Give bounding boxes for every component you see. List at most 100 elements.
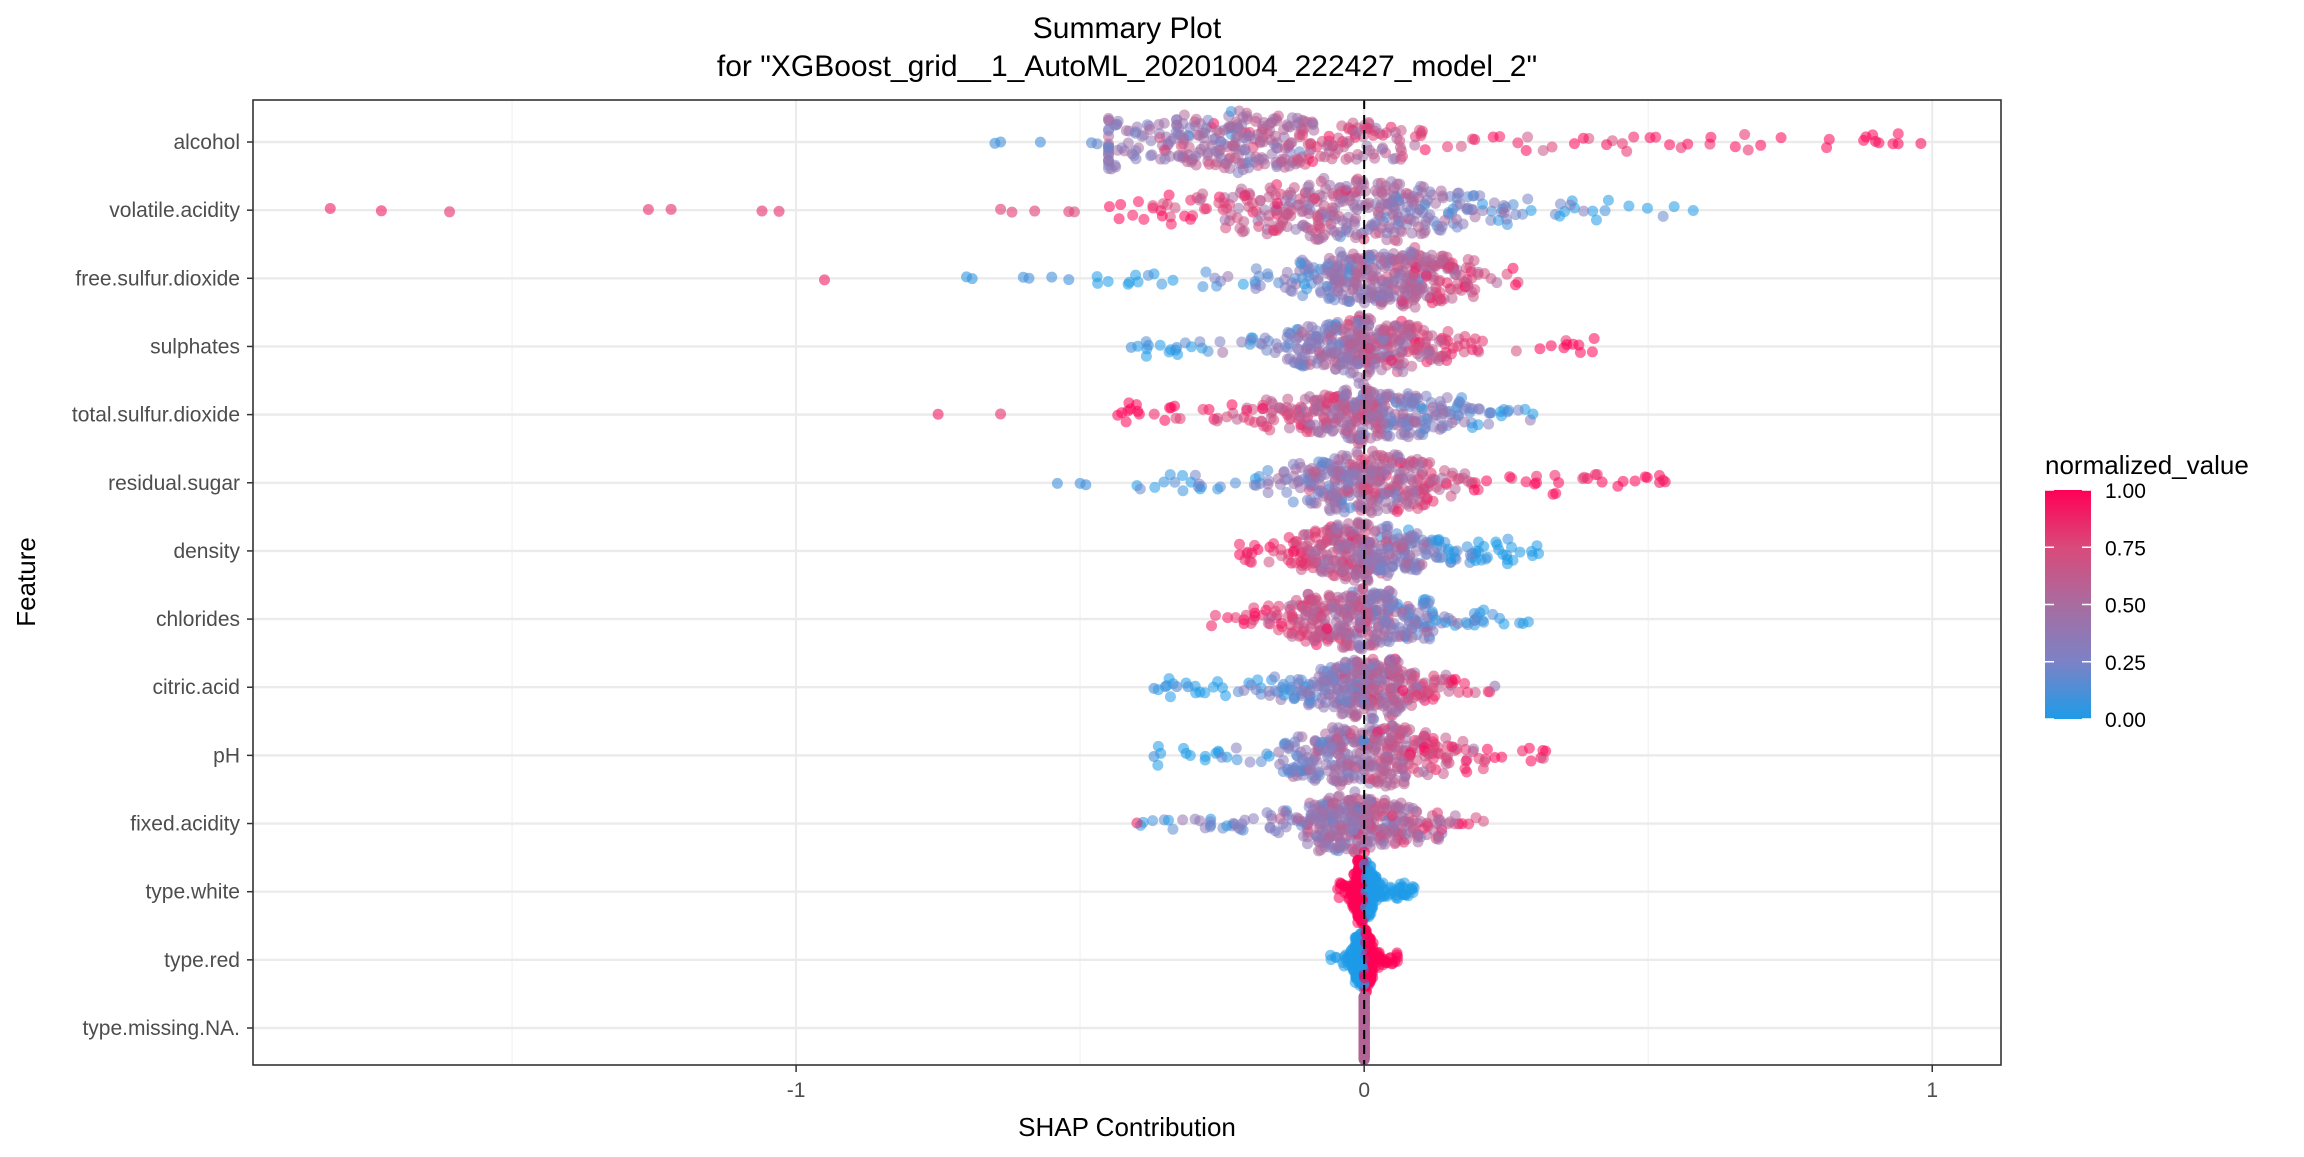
point <box>1378 798 1389 809</box>
point <box>1538 753 1549 764</box>
point <box>1578 206 1589 217</box>
point <box>1421 290 1432 301</box>
point <box>1249 608 1260 619</box>
point <box>1294 475 1305 486</box>
point <box>1301 426 1312 437</box>
point <box>1344 459 1355 470</box>
point <box>1523 616 1534 627</box>
point <box>1489 197 1500 208</box>
point <box>1296 675 1307 686</box>
point <box>1147 815 1158 826</box>
outlier-point <box>1080 479 1091 490</box>
point <box>1175 413 1186 424</box>
point <box>1502 534 1513 545</box>
point <box>1313 823 1324 834</box>
point <box>1164 189 1175 200</box>
point <box>1351 879 1362 890</box>
outlier-point <box>1870 136 1881 147</box>
point <box>1288 459 1299 470</box>
point <box>1230 612 1241 623</box>
point <box>1348 869 1359 880</box>
point <box>1521 145 1532 156</box>
point <box>1301 283 1312 294</box>
point <box>1456 141 1467 152</box>
point <box>1282 394 1293 405</box>
chart-title: Summary Plot <box>1033 12 1222 45</box>
point <box>1239 145 1250 156</box>
point <box>1404 751 1415 762</box>
point <box>1533 548 1544 559</box>
point <box>1291 812 1302 823</box>
point <box>1122 406 1133 417</box>
point <box>1255 195 1266 206</box>
point <box>1420 337 1431 348</box>
point <box>1342 420 1353 431</box>
point <box>1368 389 1379 400</box>
point <box>1319 684 1330 695</box>
point <box>1352 127 1363 138</box>
point <box>1290 120 1301 131</box>
point <box>1565 200 1576 211</box>
point <box>1211 415 1222 426</box>
point <box>1163 815 1174 826</box>
point <box>1705 132 1716 143</box>
point <box>1431 482 1442 493</box>
point <box>1470 333 1481 344</box>
point <box>1380 616 1391 627</box>
point <box>1658 211 1669 222</box>
point <box>1280 807 1291 818</box>
point <box>1263 487 1274 498</box>
point <box>1217 347 1228 358</box>
point <box>1369 808 1380 819</box>
point <box>1130 270 1141 281</box>
point <box>1493 544 1504 555</box>
point <box>1338 620 1349 631</box>
point <box>1420 727 1431 738</box>
point <box>1329 226 1340 237</box>
point <box>1278 679 1289 690</box>
point <box>1250 283 1261 294</box>
point <box>1313 406 1324 417</box>
point <box>1313 488 1324 499</box>
point <box>1398 812 1409 823</box>
point <box>1323 258 1334 269</box>
point <box>1302 688 1313 699</box>
point <box>1332 523 1343 534</box>
point <box>1234 539 1245 550</box>
point <box>1391 474 1402 485</box>
point <box>1172 129 1183 140</box>
outlier-point <box>1160 681 1171 692</box>
outlier-point <box>819 274 830 285</box>
point <box>1511 345 1522 356</box>
outlier-point <box>1893 138 1904 149</box>
point <box>1462 279 1473 290</box>
point <box>1149 482 1160 493</box>
outlier-point <box>643 204 654 215</box>
point <box>1243 157 1254 168</box>
point <box>1377 761 1388 772</box>
point <box>1343 689 1354 700</box>
outlier-point <box>1024 273 1035 284</box>
point <box>1348 338 1359 349</box>
point <box>1177 814 1188 825</box>
point <box>1442 141 1453 152</box>
point <box>1289 741 1300 752</box>
point <box>1143 270 1154 281</box>
point <box>1345 502 1356 513</box>
point <box>1408 344 1419 355</box>
point <box>1486 407 1497 418</box>
point <box>1421 270 1432 281</box>
point <box>1294 131 1305 142</box>
point <box>1526 756 1537 767</box>
point <box>1333 454 1344 465</box>
point <box>1443 261 1454 272</box>
point <box>1364 145 1375 156</box>
point <box>1893 128 1904 139</box>
point <box>1407 632 1418 643</box>
outlier-point <box>1143 340 1154 351</box>
point <box>1349 773 1360 784</box>
point <box>1357 567 1368 578</box>
point <box>1323 423 1334 434</box>
point <box>1104 201 1115 212</box>
